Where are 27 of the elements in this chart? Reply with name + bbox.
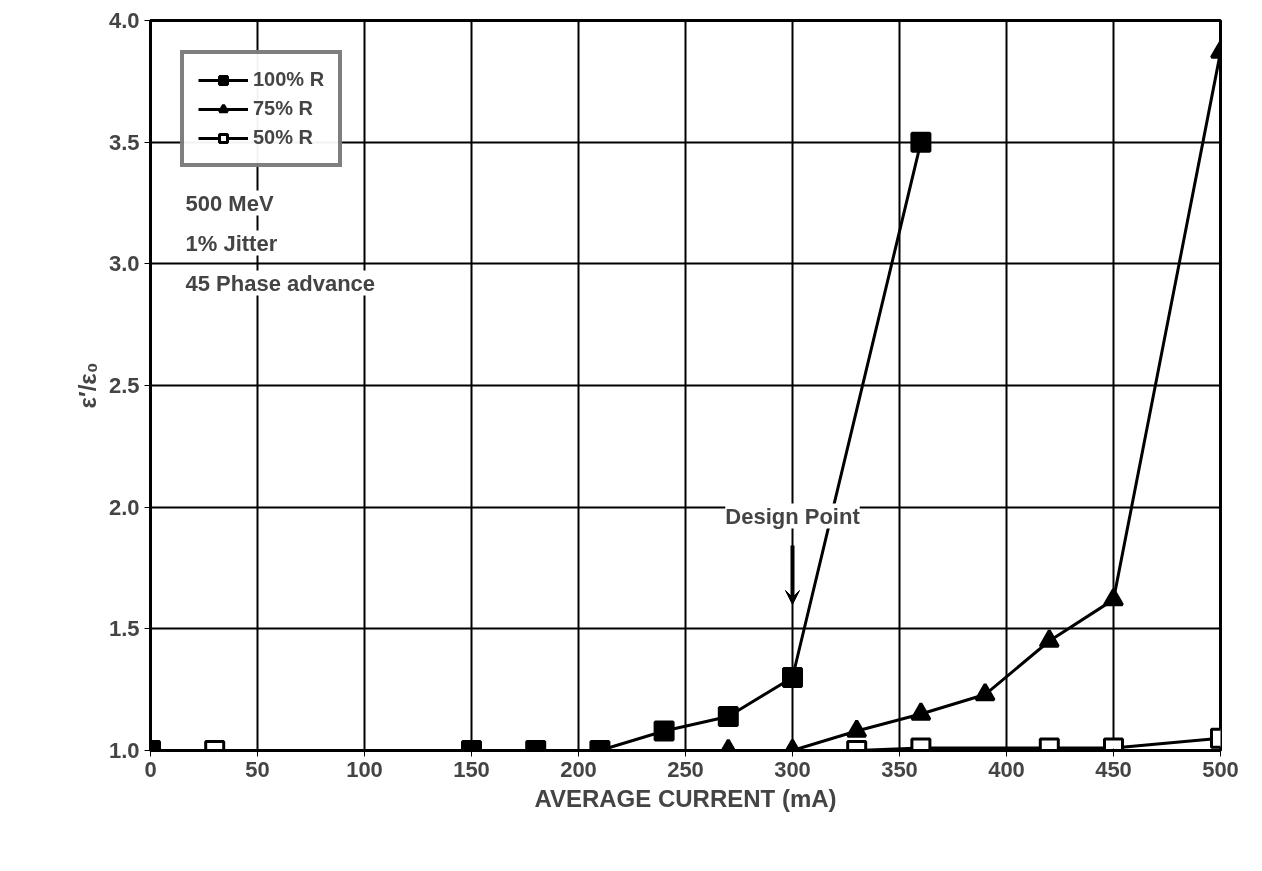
x-tick-label: 250 — [667, 756, 704, 782]
x-tick-label: 200 — [560, 756, 597, 782]
x-tick-label: 400 — [988, 756, 1025, 782]
y-tick-label: 3.5 — [108, 129, 140, 155]
x-axis-title: AVERAGE CURRENT (mA) — [534, 784, 837, 812]
y-tick-label: 3.0 — [108, 251, 140, 277]
x-tick-label: 150 — [453, 756, 490, 782]
x-tick-label: 500 — [1202, 756, 1239, 782]
annotation: 45 Phase advance — [185, 270, 376, 296]
legend-label: 50% R — [253, 126, 314, 149]
y-tick-label: 1.0 — [108, 738, 140, 763]
legend-label: 100% R — [253, 68, 325, 91]
x-tick-label: 350 — [881, 756, 918, 782]
y-tick-label: 2.5 — [108, 373, 140, 398]
x-tick-label: 300 — [774, 756, 811, 782]
x-tick-label: 50 — [245, 756, 270, 782]
annotation: 500 MeV — [185, 190, 274, 216]
x-tick-label: 450 — [1095, 756, 1132, 782]
y-axis-title: ε′/ε₀ — [73, 362, 101, 409]
y-tick-label: 1.5 — [108, 616, 140, 642]
y-tick-label: 4.0 — [108, 8, 140, 33]
annotation: Design Point — [725, 503, 861, 529]
y-tick-label: 2.0 — [108, 494, 140, 520]
x-tick-label: 0 — [144, 756, 157, 782]
annotation: 1% Jitter — [185, 230, 278, 256]
x-tick-label: 100 — [346, 756, 383, 782]
legend-label: 75% R — [253, 97, 314, 120]
